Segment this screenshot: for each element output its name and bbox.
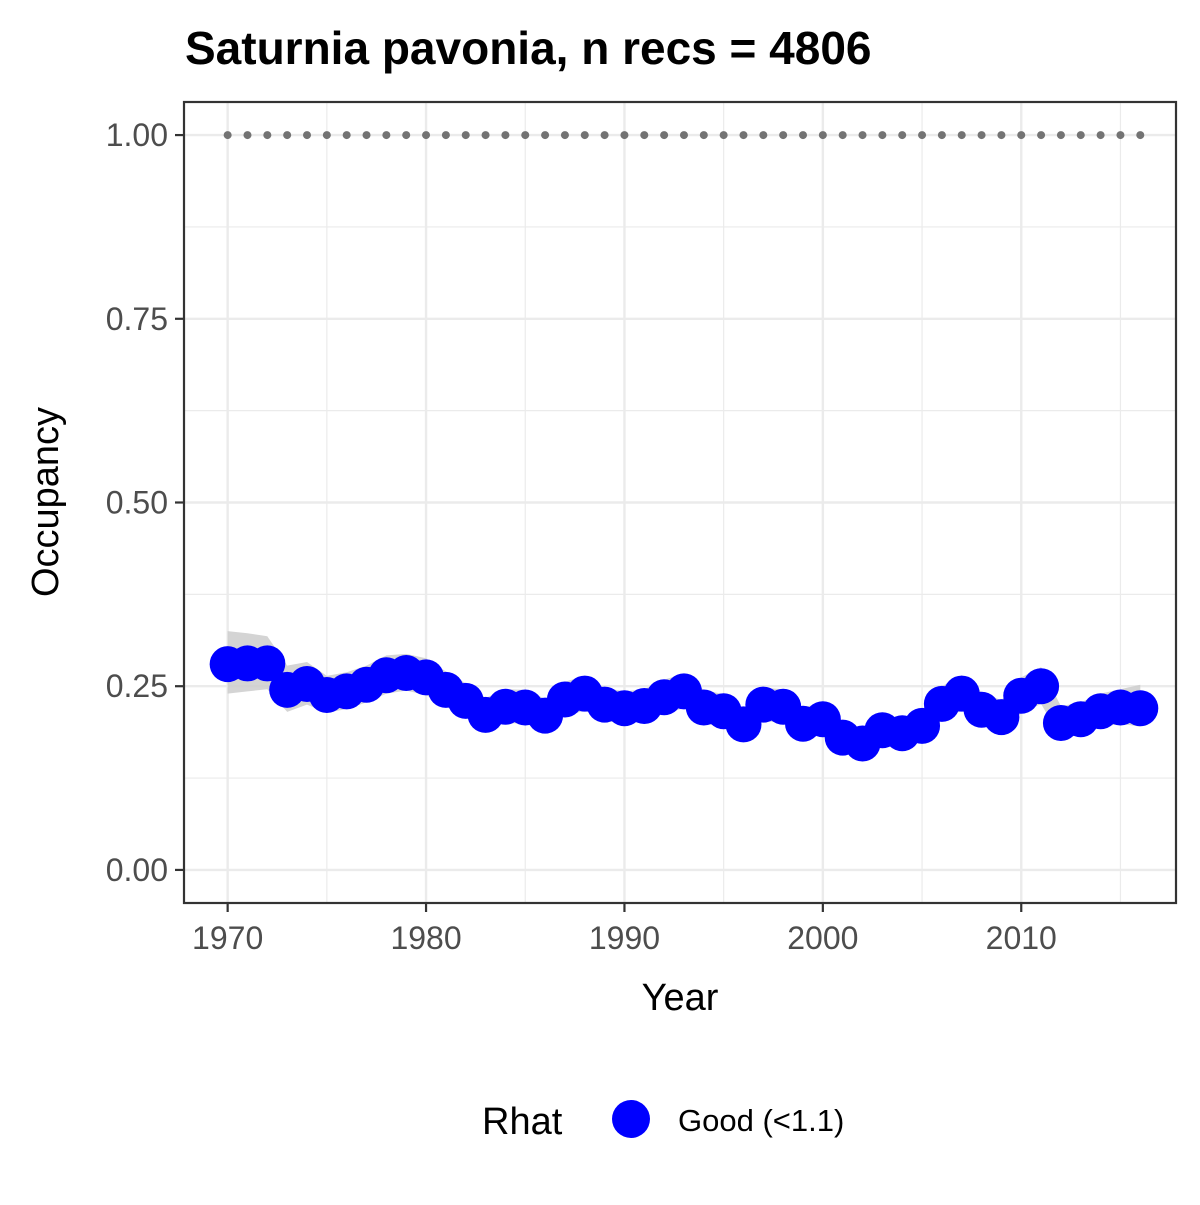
reference-dot (481, 131, 490, 140)
y-tick-label: 0.75 (106, 301, 168, 337)
reference-dot (541, 131, 550, 140)
reference-dot (402, 131, 411, 140)
reference-dot (223, 131, 232, 140)
reference-dot (699, 131, 708, 140)
occupancy-point (1023, 668, 1060, 705)
reference-dot (521, 131, 530, 140)
reference-dot (263, 131, 272, 140)
x-tick-label: 1980 (390, 920, 461, 956)
x-tick-label: 2010 (986, 920, 1057, 956)
reference-dot (322, 131, 331, 140)
reference-dot (1096, 131, 1105, 140)
y-axis-title: Occupancy (25, 407, 67, 597)
reference-dot (640, 131, 649, 140)
reference-dot (283, 131, 292, 140)
reference-dot (362, 131, 371, 140)
reference-dot (818, 131, 827, 140)
y-tick-label: 0.00 (106, 852, 168, 888)
reference-dot (739, 131, 748, 140)
occupancy-point (1122, 690, 1159, 727)
reference-dot (977, 131, 986, 140)
reference-dot (1136, 131, 1145, 140)
reference-dot (303, 131, 312, 140)
reference-dot (580, 131, 589, 140)
reference-dot (997, 131, 1006, 140)
reference-dot (937, 131, 946, 140)
reference-dot (501, 131, 510, 140)
x-tick-label: 1970 (192, 920, 263, 956)
reference-dot (1017, 131, 1026, 140)
reference-dot (600, 131, 609, 140)
reference-dot (838, 131, 847, 140)
reference-dot (1056, 131, 1065, 140)
y-axis: 0.00 0.25 0.50 0.75 1.00 (106, 117, 184, 888)
y-tick-label: 0.25 (106, 668, 168, 704)
reference-dot (342, 131, 351, 140)
reference-dot (422, 131, 431, 140)
reference-dot (441, 131, 450, 140)
x-axis-title: Year (642, 977, 719, 1019)
legend: Rhat Good (<1.1) (482, 1100, 844, 1143)
reference-dot (1037, 131, 1046, 140)
occupancy-points (209, 645, 1159, 762)
reference-dot (957, 131, 966, 140)
legend-key-circle (612, 1100, 650, 1138)
reference-dot (1116, 131, 1125, 140)
reference-dot (560, 131, 569, 140)
y-tick-label: 1.00 (106, 117, 168, 153)
reference-dot (799, 131, 808, 140)
reference-dot (918, 131, 927, 140)
reference-dot (898, 131, 907, 140)
legend-label-good: Good (<1.1) (678, 1103, 844, 1138)
reference-dot (243, 131, 252, 140)
reference-dot (759, 131, 768, 140)
reference-dot (779, 131, 788, 140)
reference-dot (382, 131, 391, 140)
x-axis: 1970 1980 1990 2000 2010 (192, 903, 1057, 956)
grid-lines (184, 102, 1176, 903)
occupancy-point (249, 645, 286, 682)
x-tick-label: 2000 (787, 920, 858, 956)
reference-dots (223, 131, 1145, 140)
chart-title: Saturnia pavonia, n recs = 4806 (185, 22, 872, 74)
reference-dot (1076, 131, 1085, 140)
legend-title: Rhat (482, 1101, 563, 1143)
reference-dot (719, 131, 728, 140)
y-tick-label: 0.50 (106, 485, 168, 521)
reference-dot (679, 131, 688, 140)
reference-dot (620, 131, 629, 140)
reference-dot (660, 131, 669, 140)
reference-dot (878, 131, 887, 140)
x-tick-label: 1990 (589, 920, 660, 956)
reference-dot (461, 131, 470, 140)
reference-dot (858, 131, 867, 140)
